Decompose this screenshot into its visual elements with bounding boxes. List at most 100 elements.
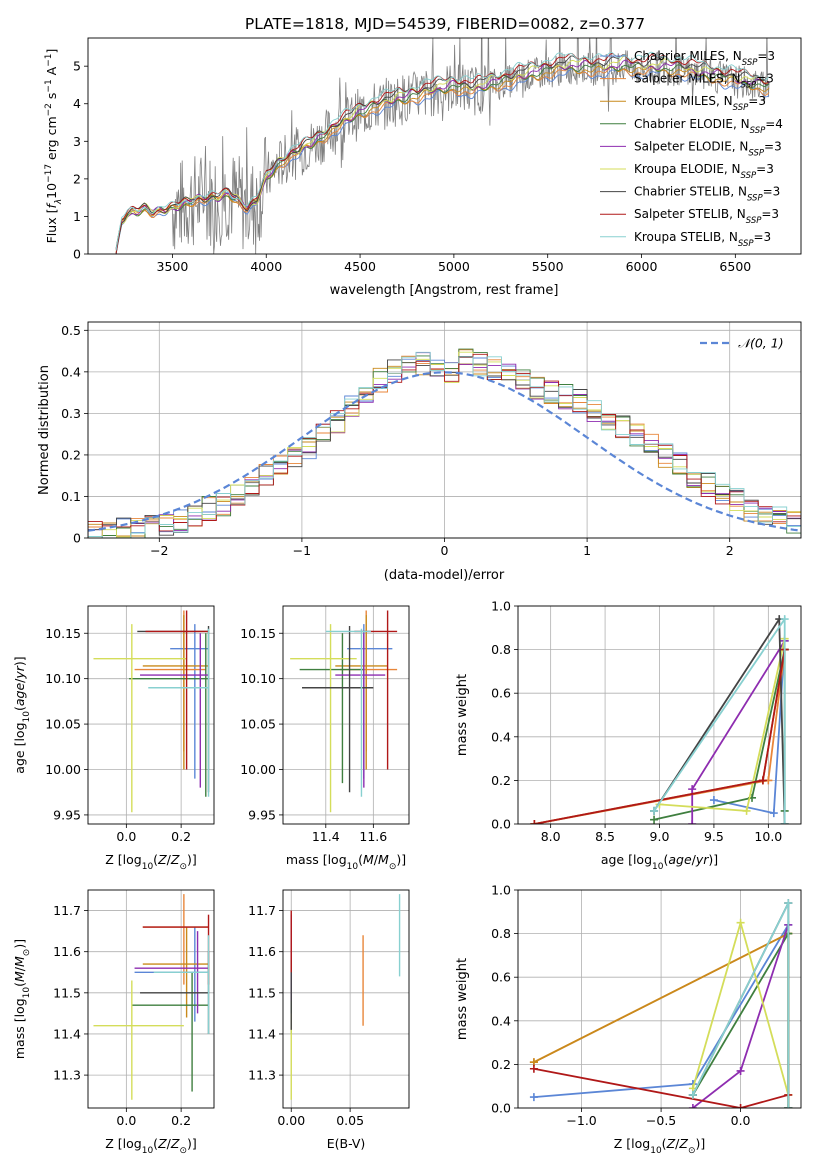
mass-weight-marker-8: [529, 1064, 538, 1073]
label-part: (: [12, 982, 27, 987]
x-tick-label: 5000: [438, 259, 470, 274]
y-tick-label: 2: [73, 171, 81, 186]
y-tick-label: 10.10: [45, 671, 81, 686]
plot-area: [290, 610, 398, 813]
mass-weight-line-8: [533, 1067, 789, 1108]
axes-frame: [87, 889, 215, 1109]
label-part: mass [log: [12, 998, 27, 1059]
legend-text: Chabrier MILES, N: [634, 49, 742, 63]
label-part: /: [12, 678, 27, 683]
label-part: )]: [695, 1136, 705, 1151]
mass-weight-marker-8: [530, 820, 539, 824]
y-tick-label: 0.8: [491, 642, 511, 657]
label-part: /: [374, 852, 379, 867]
label-part: )]: [12, 939, 27, 949]
y-axis-label: age [log10(age/yr)]: [12, 656, 32, 773]
axes-spectrum: 3500 4000 4500 5000 5500 6000 6500 0 1 2 3 4 5 Chabri…: [44, 37, 802, 298]
label-part: ⊙: [179, 1146, 187, 1156]
y-tick-label: 4: [73, 96, 81, 111]
label-part: Z [log: [614, 1136, 650, 1151]
x-axis-label: (data-model)/error: [384, 568, 505, 583]
x-tick-label: 9.0: [650, 829, 670, 844]
plot-area: [115, 38, 770, 254]
legend-text: Chabrier STELIB, N: [634, 185, 747, 199]
label-part: 10: [22, 711, 32, 723]
plot-area: [530, 615, 789, 824]
x-tick-label: −1.0: [566, 1113, 596, 1128]
x-tick-label: 0.0: [731, 1113, 751, 1128]
label-part: Z [log: [105, 1136, 141, 1151]
y-axis-label: mass [log10(M/M⊙)]: [12, 939, 32, 1059]
legend-label: 𝒩(0, 1): [738, 336, 784, 351]
y-tick-label: 10.00: [240, 762, 276, 777]
x-axis-label: age [log10(age/yr)]: [601, 852, 718, 872]
y-tick-label: 10.15: [240, 626, 276, 641]
label-part: /: [167, 1136, 172, 1151]
x-tick-label: 3500: [157, 259, 189, 274]
axes-frame: [282, 889, 410, 1109]
y-tick-label: 0.4: [491, 1013, 511, 1028]
y-tick-label: 11.6: [248, 944, 276, 959]
y-tick-label: 0.2: [61, 447, 81, 462]
y-tick-label: 11.3: [53, 1068, 81, 1083]
x-tick-label: 1: [583, 543, 591, 558]
y-tick-label: 10.05: [45, 717, 81, 732]
x-tick-label: 5500: [532, 259, 564, 274]
x-tick-label: 0.0: [116, 1113, 136, 1128]
y-tick-label: 1.0: [491, 599, 511, 614]
y-tick-label: 11.4: [53, 1026, 81, 1041]
legend-suffix: =3: [763, 185, 781, 199]
label-part: /: [692, 852, 697, 867]
label-part: 10: [652, 862, 664, 872]
plot-area: [529, 899, 793, 1108]
observed-spectrum: [172, 38, 770, 254]
y-tick-label: 10.10: [240, 671, 276, 686]
label-part: ⊙: [22, 949, 32, 957]
residual-hist-9: [88, 351, 801, 538]
label-part: /: [167, 852, 172, 867]
label-part: )]: [187, 1136, 197, 1151]
x-tick-label: 2: [726, 543, 734, 558]
x-axis-label: Z [log10(Z/Z⊙)]: [614, 1136, 706, 1156]
legend-label: Chabrier STELIB, NSSP=3: [634, 185, 780, 204]
legend-suffix: =3: [748, 94, 766, 108]
y-tick-label: 0.0: [491, 817, 511, 832]
mass-weight-marker-8: [758, 776, 767, 785]
mass-weight-marker-6: [742, 806, 751, 815]
legend-sub: SSP: [747, 194, 763, 204]
y-tick-label: 0: [73, 247, 81, 262]
y-tick-label: 1.0: [491, 883, 511, 898]
label-part: Z: [666, 1136, 676, 1151]
label-part: (: [358, 852, 363, 867]
label-part: s: [44, 93, 59, 104]
x-tick-label: 0.0: [116, 829, 136, 844]
label-part: 10: [650, 1146, 662, 1156]
y-axis-label: mass weight: [455, 674, 470, 756]
legend-text: Salpeter ELODIE, N: [634, 139, 748, 153]
y-tick-label: 0.3: [61, 406, 81, 421]
mass-weight-marker-1: [769, 809, 778, 818]
legend-suffix: =3: [757, 49, 775, 63]
x-axis-label: wavelength [Angstrom, rest frame]: [330, 283, 559, 298]
mass-weight-marker-9: [784, 899, 793, 908]
y-axis-label: Normed distribution: [37, 365, 52, 495]
y-tick-label: 0.8: [491, 926, 511, 941]
label-part: )]: [396, 852, 406, 867]
mass-weight-marker-9: [780, 820, 789, 824]
y-tick-label: 9.95: [53, 807, 81, 822]
label-part: )]: [187, 852, 197, 867]
residual-hist-8: [88, 353, 801, 538]
label-part: Z: [157, 852, 167, 867]
axes-frame: [282, 605, 410, 825]
x-tick-label: 0.2: [171, 1113, 191, 1128]
label-part: 10: [142, 862, 154, 872]
legend-label: Kroupa STELIB, NSSP=3: [634, 230, 771, 249]
axes-residuals: −2 −1 0 1 2 0 0.1 0.2 0.3 0.4 0.5 𝒩(0, 1) (data-mode…: [37, 321, 802, 583]
mass-weight-marker-9: [784, 1104, 793, 1108]
label-part: 10: [347, 862, 359, 872]
y-tick-label: 0.2: [491, 1057, 511, 1072]
label-part: /: [12, 966, 27, 971]
plot-area: [93, 610, 210, 813]
label-part: erg cm: [44, 116, 59, 164]
